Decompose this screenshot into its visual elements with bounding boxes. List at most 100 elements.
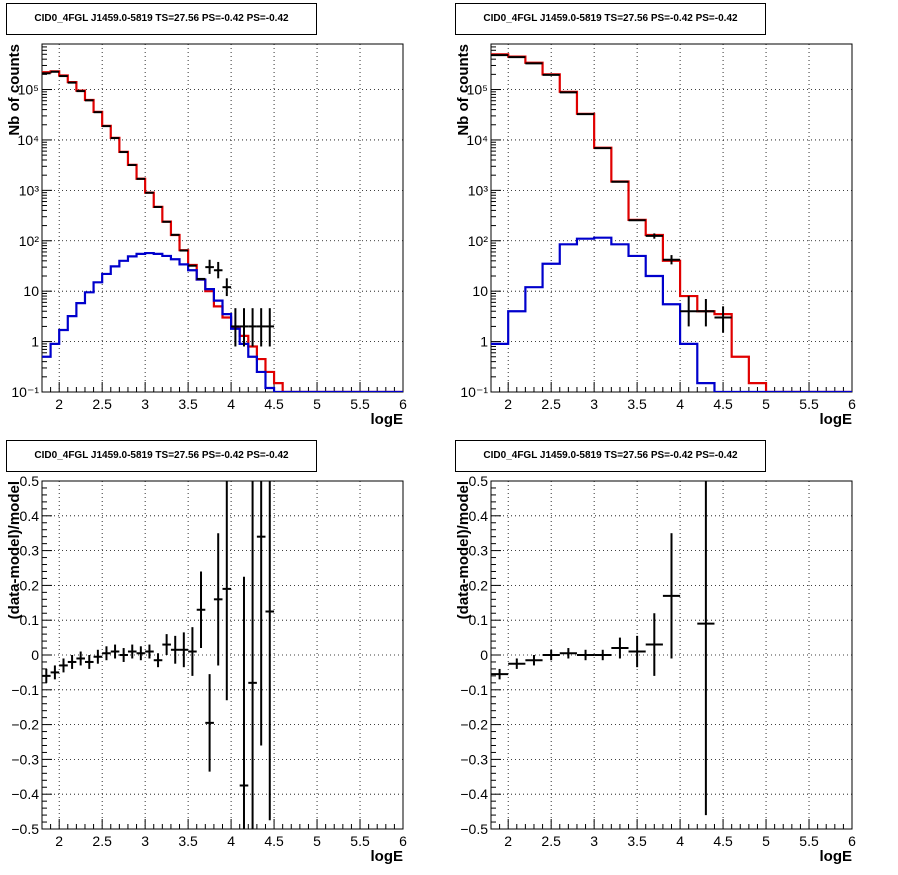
y-tick-label: 10² xyxy=(468,233,489,249)
y-tick-label: −0.3 xyxy=(11,751,39,767)
x-tick-label: 4 xyxy=(227,396,235,412)
x-tick-label: 3 xyxy=(590,396,598,412)
y-tick-label: 10⁴ xyxy=(466,132,488,148)
y-tick-label: −0.5 xyxy=(460,821,488,837)
x-axis-label: logE xyxy=(820,411,853,428)
x-tick-label: 4 xyxy=(227,833,235,849)
y-tick-label: −0.5 xyxy=(11,821,39,837)
y-tick-label: 10⁴ xyxy=(17,132,39,148)
y-tick-label: −0.4 xyxy=(11,786,39,802)
x-axis-label: logE xyxy=(371,848,404,865)
x-tick-label: 3.5 xyxy=(178,833,198,849)
y-tick-label: 0.5 xyxy=(20,473,40,489)
y-tick-label: 0 xyxy=(480,647,488,663)
x-axis-label: logE xyxy=(371,411,404,428)
x-tick-label: 2 xyxy=(504,833,512,849)
y-tick-label: 10⁻¹ xyxy=(460,384,488,400)
y-tick-label: 0.4 xyxy=(469,508,489,524)
x-tick-label: 3 xyxy=(590,833,598,849)
chart-bottom-left: 2 2.5 3 3.5 4 4.5 5 5.5 6 −0.5 −0.4 −0.3 −0.2 −0.1 0 0.… xyxy=(6,473,407,865)
data-points xyxy=(42,481,275,829)
chart-bottom-right: 2 2.5 3 3.5 4 4.5 5 5.5 6 −0.5 −0.4 −0.3 −0.2 −0.1 0 0.… xyxy=(455,473,856,865)
grid-lines xyxy=(42,481,403,829)
panel-title-top-left: CID0_4FGL J1459.0-5819 TS=27.56 PS=-0.42… xyxy=(6,3,317,35)
grid-lines xyxy=(491,44,852,392)
y-tick-label: 10 xyxy=(23,283,39,299)
chart-top-left: 2 2.5 3 3.5 4 4.5 5 5.5 6 10⁻¹ 1 10 10² 10³ 10⁴ 10⁵ logE… xyxy=(6,43,407,428)
x-tick-label: 2 xyxy=(55,396,63,412)
x-tick-label: 2.5 xyxy=(541,833,561,849)
x-tick-label: 5 xyxy=(762,833,770,849)
y-tick-label: 0.3 xyxy=(469,543,489,559)
y-axis-label: (data-model)/model xyxy=(455,481,472,619)
panel-title-bottom-right: CID0_4FGL J1459.0-5819 TS=27.56 PS=-0.42… xyxy=(455,440,766,472)
y-axis-label: (data-model)/model xyxy=(6,481,23,619)
x-tick-label: 3 xyxy=(141,833,149,849)
y-axis-label: Nb of counts xyxy=(455,44,472,136)
x-tick-label: 4.5 xyxy=(264,833,284,849)
x-tick-label: 2 xyxy=(504,396,512,412)
y-tick-label: −0.3 xyxy=(460,751,488,767)
panel-title-bottom-left: CID0_4FGL J1459.0-5819 TS=27.56 PS=-0.42… xyxy=(6,440,317,472)
y-tick-label: −0.2 xyxy=(11,717,39,733)
plot-frame xyxy=(490,43,853,393)
x-axis-label: logE xyxy=(820,848,853,865)
grid-lines xyxy=(42,44,403,392)
x-tick-label: 4 xyxy=(676,396,684,412)
data-points xyxy=(491,481,715,816)
y-tick-label: 10⁵ xyxy=(18,82,39,98)
data-points xyxy=(42,70,275,347)
x-tick-label: 2.5 xyxy=(92,833,112,849)
y-tick-label: −0.2 xyxy=(460,717,488,733)
source-model-histogram xyxy=(491,236,852,392)
x-tick-label: 2.5 xyxy=(541,396,561,412)
data-points xyxy=(491,54,732,333)
x-tick-label: 5.5 xyxy=(799,396,819,412)
panel-title-top-right: CID0_4FGL J1459.0-5819 TS=27.56 PS=-0.42… xyxy=(455,3,766,35)
y-tick-label: 0.5 xyxy=(469,473,489,489)
y-tick-label: 10⁻¹ xyxy=(11,384,39,400)
x-tick-label: 5 xyxy=(313,833,321,849)
x-tick-label: 4.5 xyxy=(713,833,733,849)
y-tick-label: 0.2 xyxy=(469,577,489,593)
x-tick-label: 4 xyxy=(676,833,684,849)
y-tick-label: −0.1 xyxy=(11,682,39,698)
x-tick-label: 3.5 xyxy=(178,396,198,412)
y-tick-label: 10⁵ xyxy=(467,82,488,98)
chart-top-right: 2 2.5 3 3.5 4 4.5 5 5.5 6 10⁻¹ 1 10 10² 10³ 10⁴ 10⁵ logE… xyxy=(455,43,856,428)
x-tick-label: 5.5 xyxy=(350,833,370,849)
plot-frame xyxy=(41,43,404,393)
x-tick-label: 6 xyxy=(399,396,407,412)
y-tick-label: −0.4 xyxy=(460,786,488,802)
y-tick-label: 0 xyxy=(31,647,39,663)
y-tick-label: 0.3 xyxy=(20,543,40,559)
y-tick-label: 10³ xyxy=(19,182,40,198)
y-axis-label: Nb of counts xyxy=(6,44,23,136)
y-tick-label: 10 xyxy=(472,283,488,299)
x-tick-label: 3.5 xyxy=(627,396,647,412)
x-tick-label: 5.5 xyxy=(799,833,819,849)
y-tick-label: 0.1 xyxy=(469,612,489,628)
x-tick-label: 3 xyxy=(141,396,149,412)
x-tick-label: 5.5 xyxy=(350,396,370,412)
source-model-histogram xyxy=(42,251,403,392)
x-tick-label: 5 xyxy=(762,396,770,412)
y-tick-label: 10² xyxy=(19,233,40,249)
total-model-histogram xyxy=(42,70,403,392)
x-tick-label: 6 xyxy=(848,833,856,849)
y-tick-label: 0.2 xyxy=(20,577,40,593)
y-tick-label: −0.1 xyxy=(460,682,488,698)
x-tick-label: 5 xyxy=(313,396,321,412)
y-tick-label: 1 xyxy=(31,334,39,350)
y-tick-label: 0.1 xyxy=(20,612,40,628)
x-tick-label: 2.5 xyxy=(92,396,112,412)
x-tick-label: 6 xyxy=(848,396,856,412)
x-tick-label: 3.5 xyxy=(627,833,647,849)
x-tick-label: 4.5 xyxy=(713,396,733,412)
x-tick-label: 6 xyxy=(399,833,407,849)
y-tick-label: 10³ xyxy=(468,182,489,198)
y-tick-label: 0.4 xyxy=(20,508,40,524)
x-tick-label: 4.5 xyxy=(264,396,284,412)
x-tick-label: 2 xyxy=(55,833,63,849)
